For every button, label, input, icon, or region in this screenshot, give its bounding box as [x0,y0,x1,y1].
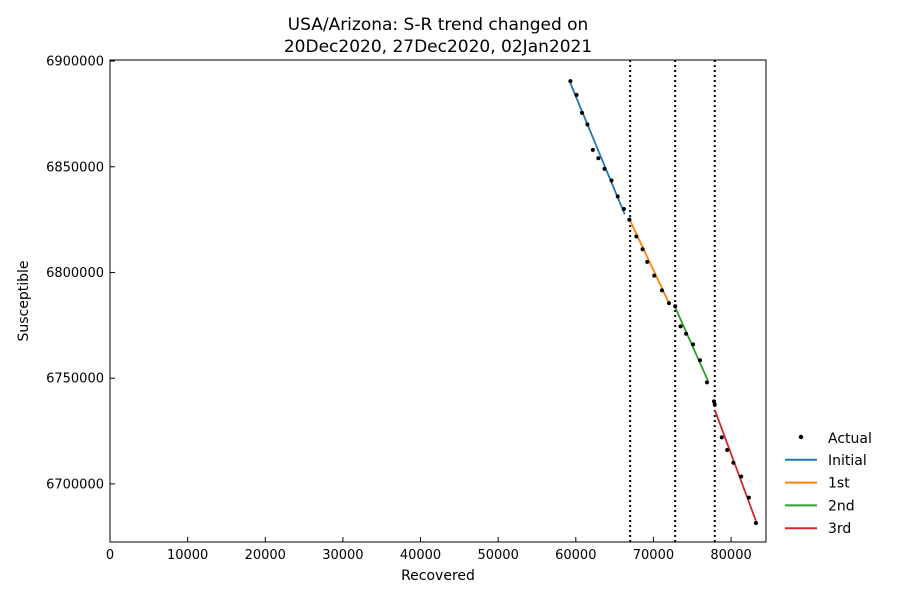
y-axis-label: Susceptible [16,260,32,341]
actual-point [645,259,650,264]
actual-point [585,122,590,127]
actual-point [652,273,657,278]
legend-label-2nd: 2nd [828,498,855,514]
actual-point [725,448,730,453]
legend-label-1st: 1st [828,476,850,492]
x-tick-label: 20000 [245,548,286,563]
actual-point [568,79,573,84]
actual-point [602,166,607,171]
y-tick-label: 6700000 [46,477,104,492]
actual-point [739,474,744,479]
x-tick-label: 40000 [400,548,441,563]
actual-point [609,178,614,183]
actual-point [698,358,703,363]
legend: Actual Initial 1st 2nd 3rd [785,431,872,537]
series-line-3rd [713,409,757,522]
actual-point [678,324,683,329]
x-axis-label: Recovered [401,568,475,584]
actual-point [691,342,696,347]
legend-label-actual: Actual [828,431,872,447]
actual-point [753,520,758,525]
x-tick-label: 0 [106,548,114,563]
legend-marker-actual [798,434,804,440]
x-tick-label: 10000 [167,548,208,563]
actual-point [746,495,751,500]
legend-label-initial: Initial [828,453,867,469]
actual-points [568,79,758,525]
actual-point [659,288,664,293]
actual-point [580,110,585,115]
actual-point [590,147,595,152]
actual-point [719,435,724,440]
x-axis-ticks: 0 10000 20000 30000 40000 50000 60000 70000 8000… [106,537,752,563]
x-tick-label: 60000 [555,548,596,563]
actual-point [596,156,601,161]
actual-point [621,207,626,212]
y-tick-label: 6800000 [46,266,104,281]
actual-point [666,301,671,306]
actual-point [731,460,736,465]
chart-title-line-1: USA/Arizona: S-R trend changed on [288,15,589,35]
x-tick-label: 30000 [322,548,363,563]
actual-point [634,234,639,239]
actual-point [684,331,689,336]
actual-point [615,194,620,199]
x-tick-label: 70000 [633,548,674,563]
x-tick-label: 50000 [477,548,518,563]
actual-point [711,399,716,404]
actual-point [712,402,717,407]
actual-point [627,217,632,222]
y-tick-label: 6900000 [46,55,104,70]
y-tick-label: 6850000 [46,160,104,175]
change-point-lines [629,60,716,542]
actual-point [673,304,678,309]
y-tick-label: 6750000 [46,372,104,387]
actual-point [704,380,709,385]
actual-point [640,247,645,252]
series-line-initial [569,82,626,215]
x-tick-label: 80000 [710,548,751,563]
series-lines [569,82,757,522]
y-axis-ticks: 6700000 6750000 6800000 6850000 6900000 [46,55,115,492]
legend-label-3rd: 3rd [828,521,851,537]
chart-title-line-2: 20Dec2020, 27Dec2020, 02Jan2021 [284,37,592,57]
plot-frame [109,59,767,543]
actual-point [574,92,579,97]
